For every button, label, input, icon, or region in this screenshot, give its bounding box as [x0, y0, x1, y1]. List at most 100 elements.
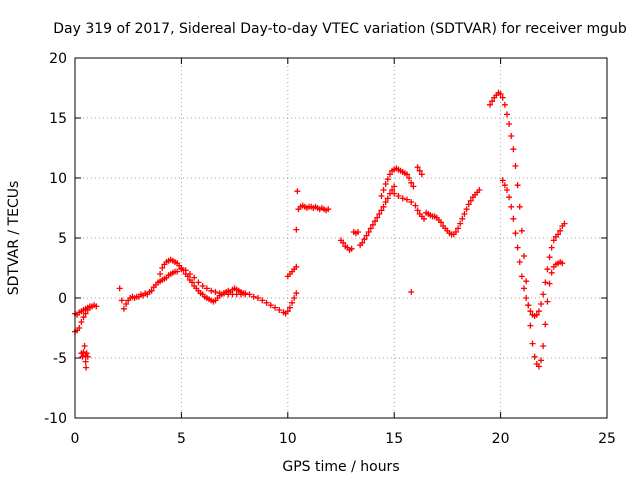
- data-point: [535, 363, 542, 370]
- data-point: [293, 263, 300, 270]
- data-point: [476, 187, 483, 193]
- data-point: [289, 299, 296, 306]
- data-point: [93, 303, 100, 310]
- data-point: [548, 269, 555, 276]
- data-point: [367, 225, 374, 232]
- plot-frame: [74, 57, 608, 419]
- data-point: [120, 305, 127, 312]
- data-point: [503, 111, 510, 118]
- data-point: [461, 211, 468, 217]
- data-point: [550, 237, 557, 244]
- axis-ticks: 0 5 10 15 20 25 -10 -5 0 5 10 15 20: [44, 51, 616, 447]
- data-point: [408, 289, 415, 295]
- data-point: [272, 304, 279, 311]
- data-point: [372, 218, 379, 225]
- data-point: [546, 280, 553, 287]
- data-point: [510, 146, 517, 153]
- x-tick-label: 15: [385, 431, 403, 447]
- data-point: [199, 283, 206, 289]
- data-point: [521, 253, 528, 259]
- data-point: [212, 289, 219, 295]
- y-tick-label: 0: [58, 291, 67, 307]
- data-point: [83, 350, 90, 357]
- data-point: [525, 302, 532, 309]
- data-point: [369, 221, 376, 228]
- data-point: [503, 187, 510, 193]
- data-point: [365, 229, 372, 235]
- data-point: [242, 290, 249, 297]
- data-point: [263, 299, 270, 306]
- data-point: [499, 177, 506, 184]
- data-point: [380, 203, 387, 210]
- gridlines: [75, 58, 607, 418]
- data-point: [291, 295, 298, 301]
- data-point: [463, 206, 470, 213]
- data-point: [123, 301, 130, 307]
- x-tick-label: 5: [177, 431, 186, 447]
- data-point: [486, 101, 493, 108]
- data-point: [412, 202, 419, 209]
- data-point: [348, 245, 355, 252]
- data-point: [403, 171, 410, 178]
- data-point: [512, 230, 519, 237]
- data-point: [389, 187, 396, 193]
- data-point: [510, 215, 517, 222]
- data-point: [548, 244, 555, 251]
- data-point: [399, 195, 406, 202]
- y-axis-label: SDTVAR / TECUs: [6, 181, 22, 296]
- data-point: [363, 232, 370, 239]
- data-point: [186, 271, 193, 277]
- data-point: [523, 278, 530, 285]
- data-point: [527, 308, 534, 315]
- x-tick-label: 0: [71, 431, 80, 447]
- data-point: [203, 285, 210, 292]
- data-point: [408, 199, 415, 205]
- data-point: [76, 325, 83, 331]
- data-point: [83, 364, 90, 371]
- data-point: [208, 287, 215, 294]
- data-point: [512, 163, 519, 169]
- data-point: [501, 182, 508, 189]
- data-point: [467, 197, 474, 204]
- data-point: [403, 196, 410, 203]
- data-point: [293, 226, 300, 233]
- data-point: [286, 304, 293, 311]
- x-axis-label: GPS time / hours: [282, 459, 399, 475]
- data-point: [361, 236, 368, 243]
- data-point: [391, 183, 398, 190]
- data-point: [259, 297, 266, 304]
- data-point: [182, 267, 189, 274]
- data-point: [406, 175, 413, 181]
- y-tick-label: -5: [53, 351, 67, 367]
- data-point: [78, 350, 85, 357]
- data-point: [555, 231, 562, 238]
- data-point: [514, 244, 521, 251]
- data-point: [84, 353, 91, 360]
- data-point: [544, 298, 551, 305]
- data-point: [340, 239, 347, 246]
- x-tick-label: 25: [598, 431, 616, 447]
- data-point: [535, 308, 542, 315]
- data-point: [237, 291, 244, 298]
- data-point: [178, 266, 185, 273]
- data-point: [378, 193, 385, 199]
- data-point: [359, 239, 366, 246]
- data-point: [508, 203, 515, 210]
- data-point: [81, 343, 88, 349]
- data-point: [518, 273, 525, 280]
- data-point: [380, 187, 387, 193]
- data-point: [544, 266, 551, 273]
- data-points: [72, 89, 568, 371]
- data-point: [386, 171, 393, 178]
- data-point: [395, 193, 402, 199]
- data-point: [414, 207, 421, 214]
- data-point: [378, 207, 385, 214]
- data-point: [294, 188, 301, 195]
- data-point: [174, 268, 181, 275]
- data-point: [514, 182, 521, 189]
- data-point: [148, 287, 155, 294]
- data-point: [516, 259, 523, 265]
- data-point: [267, 302, 274, 309]
- y-tick-label: 20: [49, 51, 67, 67]
